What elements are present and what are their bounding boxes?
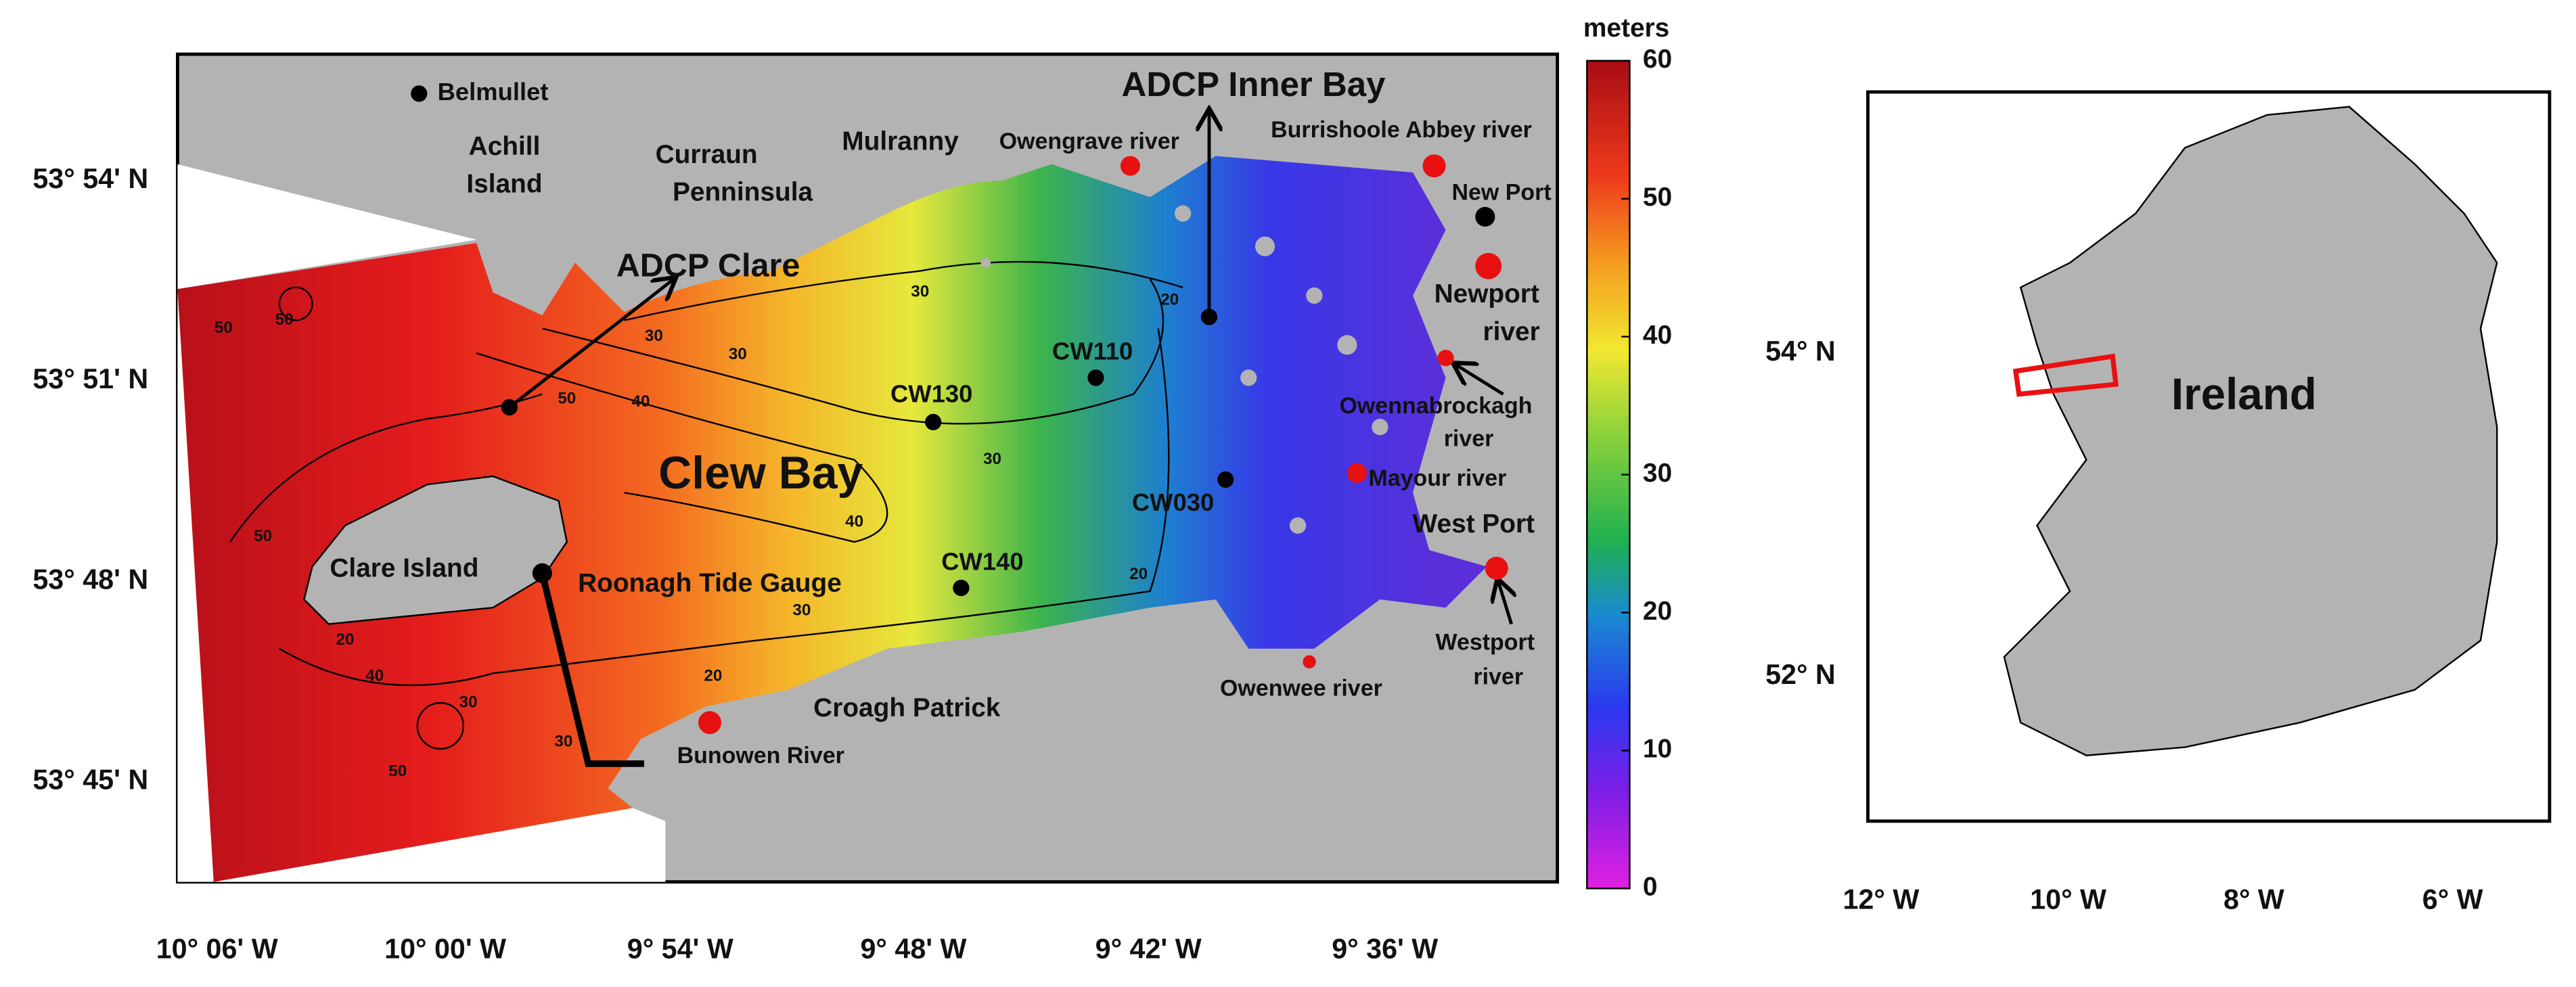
lon-label: 9° 42' W [1095, 933, 1202, 964]
contour-label: 20 [336, 630, 355, 649]
river-mouths [698, 154, 1508, 735]
place-label: CW030 [1132, 488, 1214, 516]
place-label: Owennabrockagh [1339, 393, 1532, 419]
lat-label: 53° 48' N [32, 564, 148, 595]
contour-label: 20 [1160, 291, 1179, 309]
place-label: Mayour river [1368, 465, 1506, 491]
place-label: river [1483, 317, 1540, 346]
ireland [2003, 106, 2498, 756]
colorbar-tick-label: 0 [1643, 873, 1658, 902]
place-label: CW130 [890, 380, 972, 408]
lon-label: 10° 06' W [156, 933, 278, 964]
colorbar-tick-label: 40 [1643, 321, 1672, 350]
place-label: Belmullet [438, 78, 549, 106]
place-label: ADCP Inner Bay [1122, 65, 1386, 104]
contour-label: 30 [459, 693, 478, 711]
stations [411, 85, 1495, 597]
no-data [177, 164, 477, 290]
inset-lon-label: 10° W [2030, 884, 2106, 915]
place-label: West Port [1413, 509, 1535, 538]
lon-label: 9° 36' W [1332, 933, 1438, 964]
lon-label: 9° 54' W [627, 933, 733, 964]
contour-label: 30 [729, 345, 747, 363]
place-label: Bunowen River [677, 743, 844, 768]
place-label: Westport [1436, 630, 1535, 656]
contour-label: 30 [911, 283, 929, 301]
contour-label: 50 [388, 762, 407, 780]
lon-label: 9° 48' W [861, 933, 967, 964]
place-label: Achill [469, 132, 541, 161]
contour-label: 20 [704, 667, 722, 685]
contour-label: 30 [983, 450, 1001, 468]
islets [980, 205, 1388, 534]
contour-label: 30 [792, 601, 811, 619]
lon-label: 10° 00' W [384, 933, 506, 964]
contour-label: 40 [632, 392, 650, 411]
place-label: Mulranny [842, 127, 959, 156]
place-label: Clare Island [330, 554, 478, 583]
lat-label: 53° 45' N [32, 764, 148, 795]
contours [229, 260, 1183, 750]
study-area [2012, 353, 2119, 397]
contour-label: 30 [645, 327, 663, 345]
inset-lon-label: 6° W [2422, 884, 2483, 915]
place-label: Owenwee river [1220, 676, 1382, 702]
inset-lat-label: 54° N [1765, 336, 1836, 367]
place-label: CW110 [1052, 338, 1133, 365]
contour-label: 40 [845, 512, 863, 530]
contour-label: 50 [254, 527, 272, 545]
contour-label: 50 [275, 311, 294, 329]
lat-label: 53° 51' N [32, 363, 148, 394]
place-label: Newport [1434, 279, 1539, 308]
place-label: Penninsula [673, 178, 813, 207]
clare-island [303, 475, 568, 625]
no-data [177, 289, 666, 882]
colorbar-tick-label: 50 [1643, 183, 1672, 212]
place-label: ADCP Clare [616, 248, 800, 284]
contour-label: 40 [365, 667, 384, 685]
inset-lon-label: 12° W [1843, 884, 1919, 915]
colorbar-tick-label: 30 [1643, 459, 1672, 488]
place-label: Curraun [656, 140, 758, 169]
inset-label: Ireland [2171, 369, 2317, 419]
colorbar-unit: meters [1583, 14, 1669, 43]
colorbar-tick-label: 10 [1643, 735, 1672, 764]
contour-label: 50 [558, 389, 576, 407]
place-label: river [1473, 664, 1523, 690]
place-label: Burrishoole Abbey river [1271, 117, 1532, 143]
place-label: Clew Bay [658, 447, 863, 499]
contour-label: 30 [554, 733, 572, 751]
place-label: New Port [1451, 179, 1551, 205]
arrows [508, 112, 1512, 625]
inset-lat-label: 52° N [1765, 659, 1836, 690]
place-label: CW140 [941, 547, 1023, 575]
place-label: river [1444, 426, 1494, 452]
contour-label: 50 [214, 319, 233, 337]
transect [539, 572, 644, 767]
colorbar-tick-label: 20 [1643, 597, 1672, 626]
contour-label: 20 [1129, 565, 1148, 583]
place-label: Roonagh Tide Gauge [578, 568, 842, 597]
place-label: Island [466, 170, 542, 199]
place-label: Owengrave river [999, 129, 1179, 154]
inset-lon-label: 8° W [2223, 884, 2284, 915]
lat-label: 53° 54' N [32, 163, 148, 194]
place-label: Croagh Patrick [813, 693, 1001, 722]
colorbar-tick-label: 60 [1643, 45, 1672, 74]
